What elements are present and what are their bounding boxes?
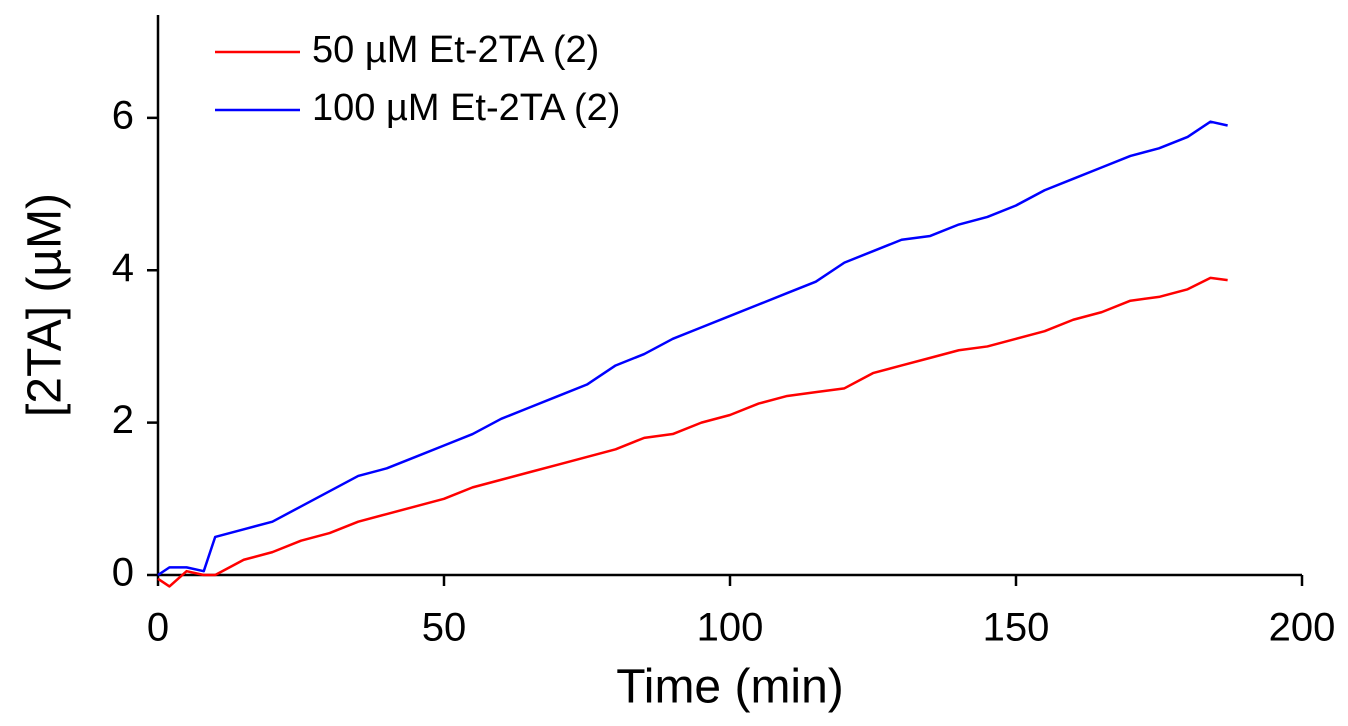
line-series	[157, 120, 1228, 577]
legend-label: 100 µM Et-2TA (2)	[312, 87, 620, 129]
line-series	[157, 276, 1228, 588]
y-tick-label: 4	[112, 246, 134, 290]
x-tick-label: 150	[983, 606, 1050, 650]
x-tick-label: 50	[422, 606, 467, 650]
x-tick-label: 100	[697, 606, 764, 650]
x-axis-title: Time (min)	[616, 661, 844, 714]
y-tick-label: 2	[112, 398, 134, 442]
legend-label: 50 µM Et-2TA (2)	[312, 29, 599, 71]
y-axis-title: [2TA] (µM)	[19, 193, 72, 417]
y-tick-label: 0	[112, 551, 134, 595]
x-tick-label: 200	[1269, 606, 1336, 650]
y-tick-label: 6	[112, 93, 134, 137]
x-tick-label: 0	[147, 606, 169, 650]
